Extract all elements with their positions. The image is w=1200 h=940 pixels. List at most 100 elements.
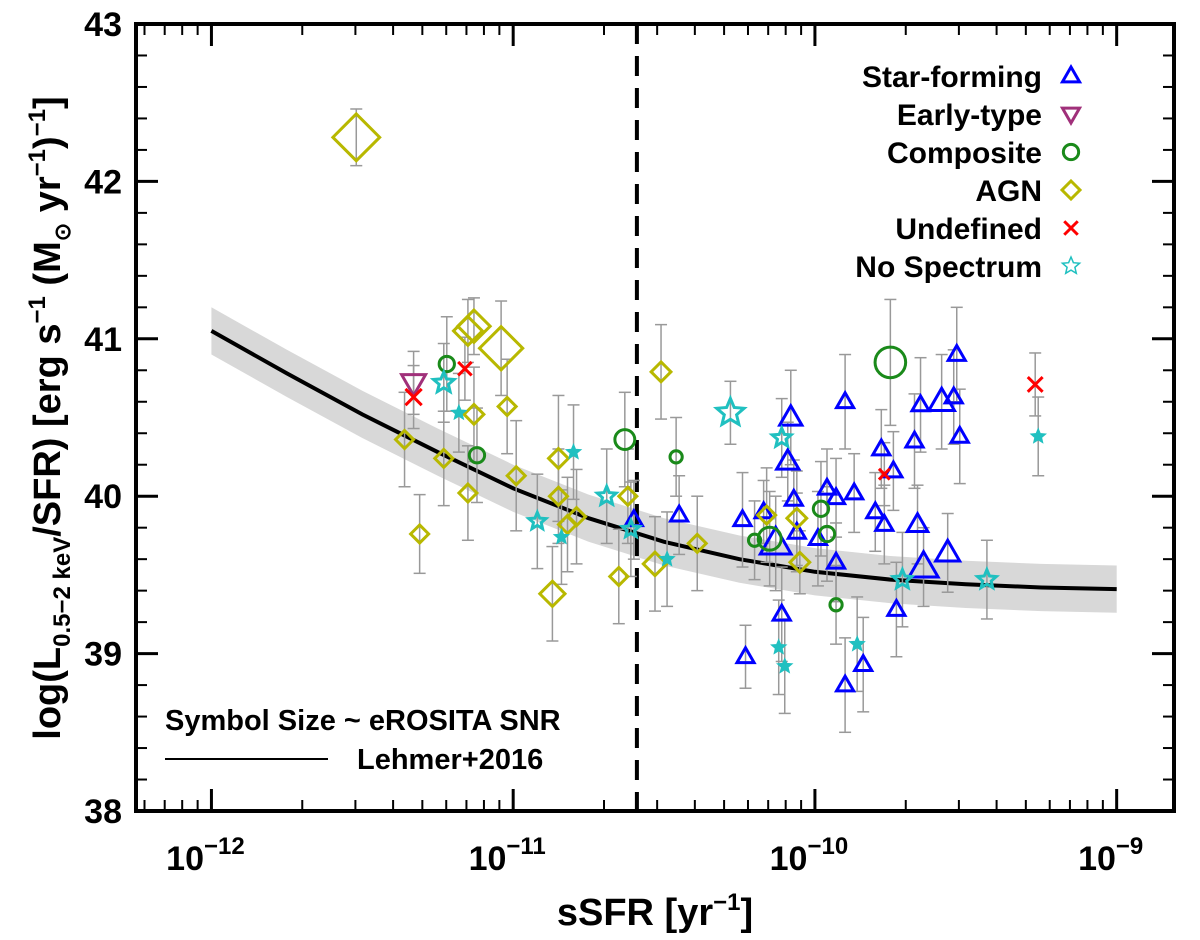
data-point-early-type (399, 373, 429, 399)
data-point-star-forming (777, 402, 805, 427)
legend-marker-early-type (1059, 106, 1083, 127)
data-point-composite (613, 428, 637, 451)
data-point-no-spectrum (973, 565, 1000, 591)
data-point-agn (330, 111, 382, 163)
data-point-star-forming (843, 481, 866, 501)
data-point-star-forming (933, 537, 963, 563)
legend-marker-agn (1059, 178, 1083, 202)
data-point-star-forming (774, 446, 802, 471)
legend-marker-no-spectrum (1060, 255, 1082, 275)
data-point-star-forming (833, 673, 857, 693)
data-point-star-forming (948, 424, 971, 444)
legend-label: No Spectrum (855, 251, 1042, 284)
plot-frame (134, 22, 1176, 813)
data-point-agn (784, 506, 809, 531)
grid-band-layer (211, 307, 1117, 613)
data-point-star-forming (752, 499, 775, 520)
data-point-star-forming (904, 510, 931, 534)
legend: Star-forming Early-type Composite AGN Undefi… (855, 61, 1083, 284)
data-point-agn (505, 464, 528, 487)
svg-text:log(L0.5−2 keV/SFR) [erg s−1 (: log(L0.5−2 keV/SFR) [erg s−1 (M⊙ yr−1)−1… (24, 96, 76, 739)
data-point-agn (607, 565, 630, 588)
symbol-size-note: Symbol Size ~ eROSITA SNR (165, 705, 561, 737)
data-point-star-forming (806, 526, 830, 547)
y-tick-label: 41 (84, 321, 122, 359)
y-axis-title: log(L0.5−2 keV/SFR) [erg s−1 (M⊙ yr−1)−1… (24, 96, 76, 739)
model-uncertainty-band (211, 307, 1117, 613)
data-point-undefined (1026, 375, 1044, 393)
data-point-star-forming (770, 602, 793, 622)
data-point-star-forming (906, 548, 941, 579)
data-point-star-forming (885, 597, 908, 617)
x-tick-label: 10−11 (469, 833, 546, 878)
data-point-agn (547, 485, 570, 508)
data-point-composite (873, 345, 908, 380)
model-legend-label: Lehmer+2016 (357, 744, 543, 776)
markers-layer (330, 111, 1047, 693)
ticks-layer: 10−12 10−11 10−10 10−9 38 39 40 41 42 43 (84, 6, 1174, 878)
legend-marker-star-forming (1059, 63, 1083, 84)
legend-marker-undefined (1063, 220, 1079, 236)
data-point-agn (546, 446, 571, 471)
x-axis-title: sSFR [yr−1] (557, 889, 753, 934)
data-point-composite (746, 532, 763, 548)
y-tick-label: 40 (84, 478, 122, 516)
data-point-composite (668, 449, 684, 465)
data-point-agn (616, 485, 639, 508)
data-point-composite (811, 499, 831, 518)
data-point-star-forming (945, 342, 968, 362)
data-point-star-forming (731, 507, 754, 528)
model-curve-layer (210, 329, 1117, 592)
legend-label: Composite (887, 137, 1042, 170)
data-point-star-forming (833, 389, 857, 410)
data-point-star-forming (942, 385, 965, 405)
legend-label: Star-forming (862, 61, 1042, 94)
data-point-no-spectrum (593, 482, 620, 508)
data-point-star-forming (757, 524, 794, 556)
data-point-agn (408, 522, 431, 546)
data-point-no-spectrum (658, 550, 676, 567)
data-point-star-forming (667, 503, 691, 523)
data-point-star-forming (785, 520, 808, 540)
svg-text:sSFR [yr−1]: sSFR [yr−1] (557, 889, 753, 934)
data-point-composite (828, 597, 844, 613)
data-point-no-spectrum (1029, 427, 1047, 444)
data-point-composite (437, 354, 456, 374)
data-point-composite (467, 446, 487, 465)
data-point-star-forming (870, 436, 893, 457)
legend-label: Early-type (897, 99, 1042, 132)
x-tick-label: 10−9 (1078, 833, 1143, 878)
data-point-no-spectrum (889, 565, 916, 591)
data-point-no-spectrum (429, 368, 458, 395)
x-tick-label: 10−10 (770, 833, 849, 878)
data-point-agn (537, 579, 568, 609)
data-point-star-forming (903, 429, 926, 449)
data-point-agn (496, 395, 519, 418)
legend-label: Undefined (895, 213, 1042, 246)
model-curve (210, 329, 1117, 592)
data-point-agn (456, 481, 480, 505)
y-tick-label: 38 (84, 793, 122, 831)
data-point-agn (565, 505, 588, 528)
data-point-star-forming (864, 499, 887, 520)
data-point-composite (817, 524, 837, 544)
data-point-no-spectrum (776, 657, 794, 674)
data-point-star-forming (734, 644, 757, 665)
y-tick-label: 42 (84, 163, 122, 201)
data-point-star-forming (824, 485, 848, 506)
data-point-no-spectrum (848, 635, 866, 652)
error-bars-layer (350, 108, 1045, 734)
data-point-star-forming (909, 392, 932, 413)
data-point-agn (787, 550, 812, 575)
data-point-no-spectrum (768, 424, 795, 450)
data-point-no-spectrum (770, 638, 788, 655)
data-point-no-spectrum (564, 442, 583, 460)
data-point-no-spectrum (525, 508, 550, 532)
y-tick-label: 43 (84, 6, 122, 44)
data-point-composite (756, 525, 783, 552)
data-point-agn (455, 307, 493, 345)
data-point-no-spectrum (712, 394, 748, 428)
data-point-star-forming (852, 652, 875, 672)
legend-marker-composite (1061, 142, 1081, 162)
